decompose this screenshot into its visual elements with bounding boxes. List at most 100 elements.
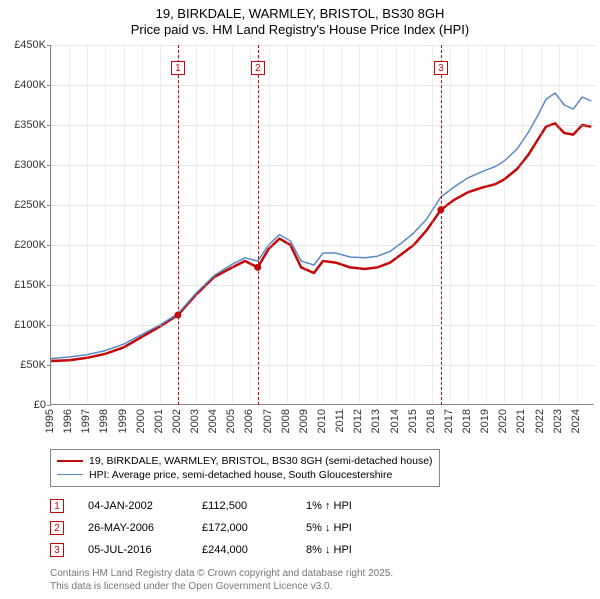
event-row: 2 26-MAY-2006 £172,000 5% ↓ HPI bbox=[50, 517, 594, 539]
x-tick-label: 2022 bbox=[534, 409, 546, 433]
x-tick-label: 1995 bbox=[44, 409, 56, 433]
gridline-v bbox=[51, 45, 52, 405]
x-tick-label: 2003 bbox=[189, 409, 201, 433]
gridline-v bbox=[124, 45, 125, 405]
marker-label-box: 2 bbox=[251, 61, 265, 75]
event-marker-box: 1 bbox=[50, 499, 64, 513]
x-tick-label: 2004 bbox=[207, 409, 219, 433]
x-tick-label: 1999 bbox=[117, 409, 129, 433]
y-tick-label: £100K bbox=[14, 319, 46, 331]
x-tick-label: 2013 bbox=[370, 409, 382, 433]
footer-line: Contains HM Land Registry data © Crown c… bbox=[50, 567, 594, 580]
x-axis: 1995199619971998199920002001200220032004… bbox=[50, 405, 594, 445]
event-date: 26-MAY-2006 bbox=[88, 522, 178, 534]
y-tick-label: £400K bbox=[14, 79, 46, 91]
event-date: 05-JUL-2016 bbox=[88, 544, 178, 556]
x-tick-label: 2008 bbox=[280, 409, 292, 433]
gridline-v bbox=[69, 45, 70, 405]
gridline-v bbox=[160, 45, 161, 405]
gridline-v bbox=[287, 45, 288, 405]
event-row: 1 04-JAN-2002 £112,500 1% ↑ HPI bbox=[50, 495, 594, 517]
gridline-v bbox=[323, 45, 324, 405]
legend-label: 19, BIRKDALE, WARMLEY, BRISTOL, BS30 8GH… bbox=[89, 455, 433, 467]
event-table: 1 04-JAN-2002 £112,500 1% ↑ HPI 2 26-MAY-2006… bbox=[50, 495, 594, 561]
legend-swatch-hpi bbox=[57, 474, 83, 475]
x-tick-label: 2009 bbox=[298, 409, 310, 433]
gridline-v bbox=[142, 45, 143, 405]
gridline-v bbox=[522, 45, 523, 405]
gridline-v bbox=[577, 45, 578, 405]
x-tick-label: 1998 bbox=[98, 409, 110, 433]
gridline-v bbox=[504, 45, 505, 405]
attribution-footer: Contains HM Land Registry data © Crown c… bbox=[50, 567, 594, 593]
gridline-v bbox=[450, 45, 451, 405]
event-diff: 8% ↓ HPI bbox=[306, 544, 352, 556]
gridline-v bbox=[396, 45, 397, 405]
series-hpi bbox=[51, 93, 591, 359]
y-tick-label: £200K bbox=[14, 239, 46, 251]
gridline-v bbox=[541, 45, 542, 405]
event-diff: 5% ↓ HPI bbox=[306, 522, 352, 534]
x-tick-label: 2015 bbox=[407, 409, 419, 433]
legend-label: HPI: Average price, semi-detached house,… bbox=[89, 469, 392, 481]
marker-label-box: 1 bbox=[171, 61, 185, 75]
event-diff: 1% ↑ HPI bbox=[306, 500, 352, 512]
gridline-v bbox=[87, 45, 88, 405]
x-tick-label: 2010 bbox=[316, 409, 328, 433]
x-tick-label: 2017 bbox=[443, 409, 455, 433]
x-tick-label: 1997 bbox=[80, 409, 92, 433]
y-tick-label: £150K bbox=[14, 279, 46, 291]
event-marker-box: 3 bbox=[50, 543, 64, 557]
event-row: 3 05-JUL-2016 £244,000 8% ↓ HPI bbox=[50, 539, 594, 561]
gridline-v bbox=[269, 45, 270, 405]
event-date: 04-JAN-2002 bbox=[88, 500, 178, 512]
x-tick-label: 2016 bbox=[425, 409, 437, 433]
x-tick-label: 2000 bbox=[135, 409, 147, 433]
footer-line: This data is licensed under the Open Gov… bbox=[50, 580, 594, 593]
x-tick-label: 2014 bbox=[389, 409, 401, 433]
gridline-v bbox=[468, 45, 469, 405]
x-tick-label: 2020 bbox=[497, 409, 509, 433]
legend: 19, BIRKDALE, WARMLEY, BRISTOL, BS30 8GH… bbox=[50, 449, 440, 487]
title-line-2: Price paid vs. HM Land Registry's House … bbox=[6, 22, 594, 38]
gridline-v bbox=[432, 45, 433, 405]
gridline-v bbox=[250, 45, 251, 405]
y-tick-label: £50K bbox=[20, 359, 46, 371]
gridline-v bbox=[196, 45, 197, 405]
gridline-v bbox=[559, 45, 560, 405]
gridline-v bbox=[486, 45, 487, 405]
x-tick-label: 2005 bbox=[225, 409, 237, 433]
x-tick-label: 2012 bbox=[352, 409, 364, 433]
gridline-v bbox=[341, 45, 342, 405]
x-tick-label: 2023 bbox=[552, 409, 564, 433]
chart-area: £0£50K£100K£150K£200K£250K£300K£350K£400… bbox=[6, 45, 594, 445]
marker-label-box: 3 bbox=[434, 61, 448, 75]
y-tick-label: £450K bbox=[14, 39, 46, 51]
gridline-v bbox=[359, 45, 360, 405]
gridline-v bbox=[414, 45, 415, 405]
plot-region: 1 2 3 bbox=[50, 45, 594, 405]
legend-swatch-property bbox=[57, 460, 83, 462]
x-tick-label: 2019 bbox=[479, 409, 491, 433]
marker-line bbox=[178, 45, 179, 405]
event-price: £244,000 bbox=[202, 544, 282, 556]
y-tick-label: £350K bbox=[14, 119, 46, 131]
x-tick-label: 2021 bbox=[515, 409, 527, 433]
x-tick-label: 2007 bbox=[262, 409, 274, 433]
chart-title: 19, BIRKDALE, WARMLEY, BRISTOL, BS30 8GH… bbox=[6, 6, 594, 39]
x-tick-label: 2001 bbox=[153, 409, 165, 433]
legend-row: HPI: Average price, semi-detached house,… bbox=[57, 468, 433, 482]
event-price: £112,500 bbox=[202, 500, 282, 512]
gridline-v bbox=[305, 45, 306, 405]
event-price: £172,000 bbox=[202, 522, 282, 534]
x-tick-label: 2011 bbox=[334, 409, 346, 433]
gridline-v bbox=[377, 45, 378, 405]
x-tick-label: 2018 bbox=[461, 409, 473, 433]
marker-line bbox=[258, 45, 259, 405]
y-tick-label: £250K bbox=[14, 199, 46, 211]
x-tick-label: 2002 bbox=[171, 409, 183, 433]
gridline-v bbox=[105, 45, 106, 405]
marker-line bbox=[441, 45, 442, 405]
event-marker-box: 2 bbox=[50, 521, 64, 535]
x-tick-label: 2006 bbox=[243, 409, 255, 433]
